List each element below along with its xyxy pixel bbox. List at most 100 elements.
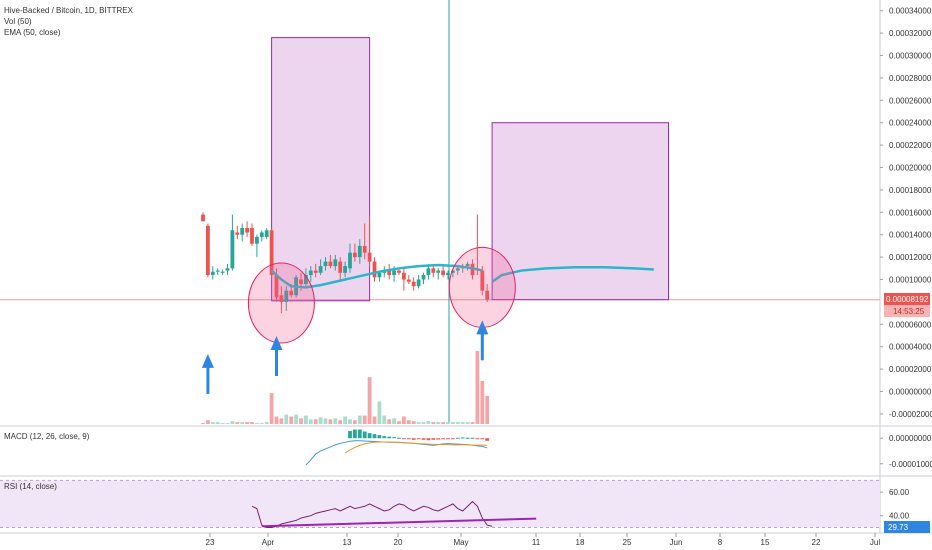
- macd-histogram-bar: [451, 438, 455, 440]
- macd-histogram-bar: [387, 436, 392, 439]
- volume-bar: [318, 417, 323, 424]
- candle-body: [323, 261, 328, 267]
- macd-histogram-bar: [367, 433, 372, 439]
- candle-body: [377, 272, 382, 278]
- candle-body: [372, 261, 377, 278]
- candle-body: [255, 236, 259, 244]
- rectangle-drawing: [491, 122, 669, 301]
- macd-histogram-bar: [397, 437, 401, 439]
- price-tick-label: 0.00002000: [889, 365, 932, 374]
- countdown-badge: [884, 305, 930, 317]
- volume-bar: [436, 422, 441, 424]
- volume-bar: [259, 423, 264, 424]
- volume-bar: [455, 422, 460, 424]
- volume-bar: [206, 420, 210, 424]
- legend-macd[interactable]: MACD (12, 26, close, 9): [4, 432, 90, 441]
- volume-bar: [328, 419, 333, 424]
- macd-histogram-bar: [475, 438, 480, 440]
- candle-body: [235, 232, 240, 235]
- up-arrow-icon: [201, 353, 214, 394]
- volume-bar: [269, 393, 274, 424]
- candle-body: [338, 261, 343, 273]
- rsi-last-marker: 29.73: [884, 521, 930, 533]
- macd-histogram-bar: [441, 438, 445, 440]
- candle-body: [313, 270, 318, 273]
- candle-body: [480, 270, 485, 291]
- price-tick-label: 0.00024000: [889, 119, 932, 128]
- candle-body: [264, 230, 269, 237]
- macd-tick-label: 0.00000000: [889, 434, 932, 443]
- candle-body: [230, 230, 235, 269]
- candle-body: [362, 245, 367, 253]
- rsi-line: [251, 500, 493, 528]
- candle-body: [426, 268, 431, 276]
- time-tick-label: 25: [623, 538, 632, 547]
- arrow-head: [476, 320, 489, 335]
- macd-histogram-bar: [362, 431, 367, 439]
- last-price-marker: 0.00008192 14:53:25: [884, 293, 930, 317]
- arrow-head: [201, 353, 214, 368]
- candle-body: [353, 252, 357, 258]
- volume-bar: [411, 421, 416, 424]
- candle-body: [201, 214, 205, 222]
- volume-bar: [304, 415, 308, 424]
- price-tick-label: -0.00002000: [889, 410, 932, 419]
- legend-ema[interactable]: EMA (50, close): [4, 28, 61, 37]
- macd-tick-label: -0.00001000: [889, 460, 932, 469]
- volume-bar: [264, 422, 269, 424]
- macd-histogram-bar: [372, 434, 377, 439]
- legend-rsi[interactable]: RSI (14, close): [4, 482, 57, 491]
- time-tick-label: 15: [761, 538, 770, 547]
- volume-bar: [313, 419, 318, 424]
- macd-histogram-bar: [421, 438, 426, 440]
- candle-body: [455, 268, 460, 271]
- volume-bar: [348, 419, 352, 424]
- volume-bar: [255, 423, 259, 424]
- macd-histogram-bar: [460, 437, 465, 439]
- candle-body: [406, 279, 411, 282]
- volume-bar: [480, 380, 485, 424]
- candle-body: [421, 275, 426, 280]
- volume-bar: [289, 416, 294, 424]
- candle-body: [397, 270, 401, 273]
- legend: Hive-Backed / Bitcoin, 1D, BITTREX Vol (…: [4, 6, 134, 491]
- legend-volume[interactable]: Vol (50): [4, 17, 32, 26]
- volume-bar: [426, 421, 431, 424]
- macd-histogram-bar: [480, 438, 485, 440]
- time-tick-label: May: [453, 538, 468, 547]
- candle-body: [240, 228, 245, 235]
- time-tick-label: 18: [576, 538, 585, 547]
- macd-histogram-bar: [465, 437, 470, 439]
- macd-histogram-bar: [446, 438, 450, 440]
- volume-bar: [338, 420, 343, 424]
- up-arrow-icon: [476, 320, 489, 361]
- macd-pane: 0.00000000 -0.00001000: [305, 429, 932, 469]
- rsi-last-badge: [884, 521, 930, 533]
- candle-body: [304, 275, 308, 284]
- candle-body: [451, 270, 455, 273]
- volume-bar: [343, 416, 347, 424]
- last-price-label: 0.00008192: [886, 295, 929, 304]
- time-tick-label: 8: [718, 538, 723, 547]
- macd-histogram-bar: [426, 438, 431, 441]
- macd-histogram-bar: [348, 431, 352, 439]
- legend-symbol[interactable]: Hive-Backed / Bitcoin, 1D, BITTREX: [4, 6, 134, 15]
- candle-body: [220, 271, 225, 273]
- annotations[interactable]: [201, 246, 516, 394]
- macd-histogram-bar: [392, 437, 396, 439]
- candle-body: [328, 261, 333, 267]
- volume-bar: [225, 423, 230, 424]
- volume-bar: [230, 421, 235, 424]
- candle-body: [225, 268, 230, 271]
- candle-body: [343, 266, 347, 273]
- price-tick-label: 0.00034000: [889, 7, 932, 16]
- candle-body: [441, 270, 445, 276]
- time-tick-label: 13: [343, 538, 352, 547]
- volume-bar: [470, 422, 475, 424]
- candle-body: [269, 230, 274, 276]
- price-tick-label: 0.00014000: [889, 231, 932, 240]
- price-tick-label: 0.00006000: [889, 320, 932, 329]
- candle-body: [436, 270, 441, 273]
- candle-body: [387, 270, 392, 276]
